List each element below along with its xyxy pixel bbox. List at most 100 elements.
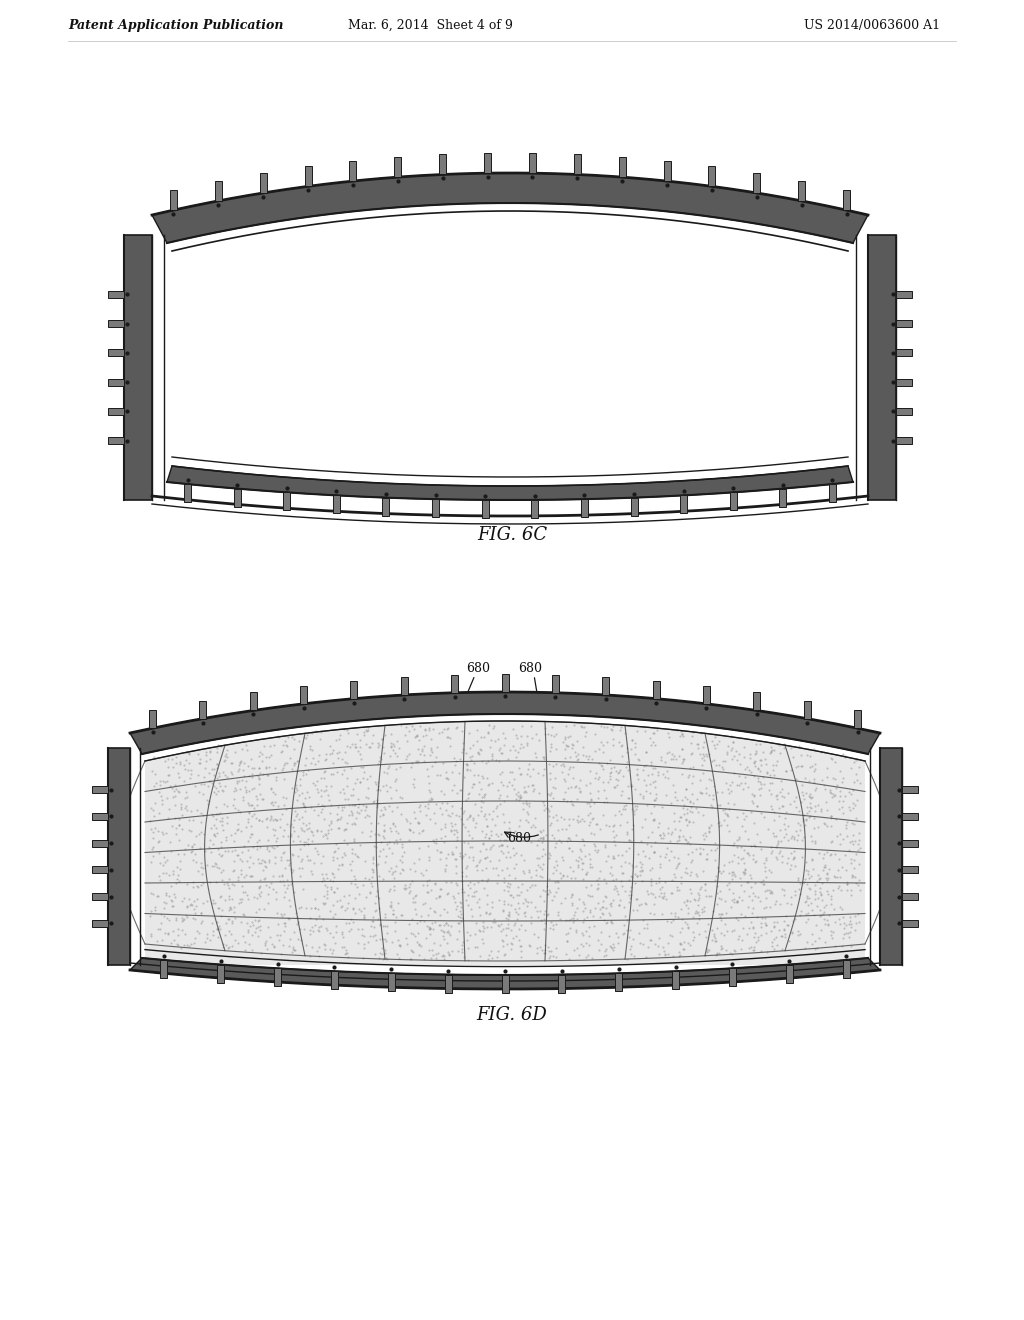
Bar [729,969,736,986]
Bar [108,350,124,356]
Bar [896,350,912,356]
Bar [552,675,559,693]
Polygon shape [130,958,880,989]
Bar [581,499,588,517]
Bar [444,974,452,993]
Bar [439,154,446,174]
Bar [331,972,338,989]
Bar [602,677,609,694]
Bar [843,960,850,978]
Bar [350,681,357,698]
Bar [349,161,356,181]
Bar [558,974,565,993]
Bar [484,153,492,173]
Bar [92,813,108,820]
Bar [798,181,805,201]
Bar [902,813,918,820]
Bar [383,498,389,516]
Bar [92,787,108,793]
Bar [804,701,811,718]
Bar [400,677,408,694]
Text: 680: 680 [466,663,490,675]
Bar [388,973,395,991]
Bar [260,173,266,193]
Bar [233,488,241,507]
Text: 680: 680 [507,832,531,845]
Text: 680: 680 [518,663,542,675]
Bar [304,166,311,186]
Bar [573,154,581,174]
Bar [300,686,307,704]
Polygon shape [108,748,130,965]
Bar [902,920,918,927]
Text: Patent Application Publication: Patent Application Publication [68,18,284,32]
Bar [672,972,679,989]
Text: US 2014/0063600 A1: US 2014/0063600 A1 [804,18,940,32]
Bar [896,379,912,385]
Bar [481,500,488,517]
Bar [200,701,207,718]
Bar [730,492,736,511]
Bar [452,675,458,693]
Bar [274,969,281,986]
Bar [652,681,659,698]
Bar [896,408,912,414]
Bar [92,894,108,900]
Polygon shape [124,235,152,500]
Polygon shape [145,721,865,965]
Bar [92,840,108,846]
Polygon shape [145,721,865,965]
Polygon shape [152,173,868,243]
Bar [709,166,716,186]
Bar [502,675,509,692]
Bar [92,920,108,927]
Polygon shape [172,211,848,500]
Bar [250,693,257,710]
Bar [785,965,793,982]
Bar [161,960,167,978]
Bar [108,290,124,298]
Bar [828,484,836,502]
Bar [843,190,850,210]
Polygon shape [880,748,902,965]
Text: FIG. 6D: FIG. 6D [476,1006,548,1024]
Bar [108,379,124,385]
Bar [108,319,124,327]
Bar [702,686,710,704]
Bar [217,965,224,982]
Polygon shape [130,692,880,754]
Bar [631,498,638,516]
Bar [779,488,786,507]
Bar [150,710,156,729]
Bar [502,975,509,993]
Bar [529,153,536,173]
Bar [896,290,912,298]
Bar [108,408,124,414]
Polygon shape [167,466,853,500]
Bar [896,437,912,445]
Bar [615,973,623,991]
Bar [432,499,439,517]
Bar [92,866,108,874]
Bar [184,484,191,502]
Bar [902,787,918,793]
Text: Mar. 6, 2014  Sheet 4 of 9: Mar. 6, 2014 Sheet 4 of 9 [347,18,512,32]
Bar [170,190,177,210]
Bar [664,161,671,181]
Bar [284,492,290,511]
Bar [680,495,687,513]
Bar [902,840,918,846]
Bar [108,437,124,445]
Bar [854,710,861,729]
Polygon shape [868,235,896,500]
Bar [896,319,912,327]
Text: FIG. 6C: FIG. 6C [477,525,547,544]
Bar [394,157,401,177]
Bar [902,866,918,874]
Bar [531,500,539,517]
Bar [754,173,760,193]
Bar [618,157,626,177]
Bar [754,693,760,710]
Bar [333,495,340,513]
Bar [902,894,918,900]
